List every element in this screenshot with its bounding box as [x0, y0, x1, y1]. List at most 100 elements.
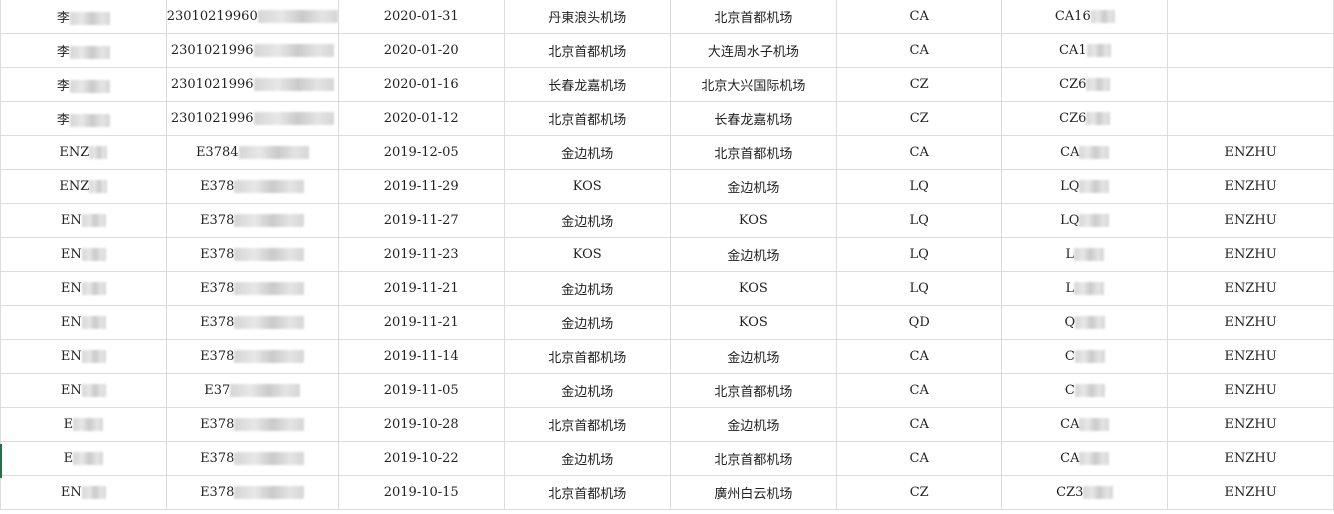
cell-flight-number[interactable]: Q — [1001, 305, 1169, 340]
cell-flight-number[interactable]: CA16 — [1001, 0, 1169, 34]
cell-arrival[interactable]: 长春龙嘉机场 — [669, 101, 838, 136]
cell-date[interactable]: 2019-11-29 — [337, 169, 505, 204]
cell-english-name[interactable]: ENZHU — [1167, 407, 1334, 442]
cell-id-number[interactable]: E378 — [165, 271, 339, 306]
cell-date[interactable]: 2020-01-20 — [337, 33, 505, 68]
cell-flight-number[interactable]: CA — [1001, 135, 1169, 170]
cell-id-number[interactable]: 23010219960 — [165, 0, 339, 34]
cell-id-number[interactable]: E378 — [165, 407, 339, 442]
cell-departure[interactable]: 丹東浪头机场 — [503, 0, 671, 34]
cell-date[interactable]: 2019-11-27 — [337, 203, 505, 238]
cell-english-name[interactable]: ENZHU — [1167, 475, 1334, 510]
cell-id-number[interactable]: E378 — [165, 203, 339, 238]
cell-departure[interactable]: 北京首都机场 — [503, 339, 671, 374]
cell-id-number[interactable]: E37 — [165, 373, 339, 408]
cell-departure[interactable]: 金边机场 — [503, 203, 671, 238]
cell-id-number[interactable]: E378 — [165, 475, 339, 510]
cell-flight-number[interactable]: L — [1001, 271, 1169, 306]
cell-airline[interactable]: QD — [836, 305, 1003, 340]
cell-english-name[interactable] — [1167, 33, 1334, 68]
cell-departure[interactable]: 北京首都机场 — [503, 475, 671, 510]
cell-airline[interactable]: CA — [836, 33, 1003, 68]
cell-name[interactable]: 李 — [0, 0, 167, 34]
cell-airline[interactable]: CA — [836, 373, 1003, 408]
cell-flight-number[interactable]: LQ — [1001, 203, 1169, 238]
cell-arrival[interactable]: KOS — [669, 271, 838, 306]
cell-id-number[interactable]: E378 — [165, 305, 339, 340]
cell-departure[interactable]: 金边机场 — [503, 135, 671, 170]
cell-english-name[interactable]: ENZHU — [1167, 237, 1334, 272]
cell-departure[interactable]: KOS — [503, 169, 671, 204]
cell-airline[interactable]: LQ — [836, 169, 1003, 204]
cell-arrival[interactable]: 金边机场 — [669, 407, 838, 442]
cell-date[interactable]: 2019-10-28 — [337, 407, 505, 442]
cell-date[interactable]: 2020-01-12 — [337, 101, 505, 136]
cell-departure[interactable]: 金边机场 — [503, 373, 671, 408]
cell-english-name[interactable]: ENZHU — [1167, 203, 1334, 238]
cell-english-name[interactable]: ENZHU — [1167, 271, 1334, 306]
cell-flight-number[interactable]: CA1 — [1001, 33, 1169, 68]
cell-departure[interactable]: 北京首都机场 — [503, 101, 671, 136]
cell-name[interactable]: EN — [0, 339, 167, 374]
cell-english-name[interactable] — [1167, 101, 1334, 136]
cell-id-number[interactable]: 2301021996 — [165, 67, 339, 102]
cell-name[interactable]: EN — [0, 203, 167, 238]
cell-name[interactable]: 李 — [0, 67, 167, 102]
cell-date[interactable]: 2019-11-21 — [337, 271, 505, 306]
cell-airline[interactable]: CA — [836, 339, 1003, 374]
cell-date[interactable]: 2019-11-05 — [337, 373, 505, 408]
cell-id-number[interactable]: E378 — [165, 237, 339, 272]
cell-airline[interactable]: LQ — [836, 203, 1003, 238]
cell-name[interactable]: 李 — [0, 33, 167, 68]
cell-date[interactable]: 2020-01-16 — [337, 67, 505, 102]
cell-flight-number[interactable]: CA — [1001, 441, 1169, 476]
cell-name[interactable]: EN — [0, 237, 167, 272]
cell-airline[interactable]: LQ — [836, 237, 1003, 272]
cell-arrival[interactable]: 北京首都机场 — [669, 0, 838, 34]
cell-arrival[interactable]: KOS — [669, 203, 838, 238]
cell-arrival[interactable]: 金边机场 — [669, 169, 838, 204]
cell-name[interactable]: EN — [0, 373, 167, 408]
cell-id-number[interactable]: E378 — [165, 169, 339, 204]
cell-id-number[interactable]: 2301021996 — [165, 33, 339, 68]
cell-arrival[interactable]: 金边机场 — [669, 339, 838, 374]
cell-flight-number[interactable]: CZ3 — [1001, 475, 1169, 510]
cell-date[interactable]: 2020-01-31 — [337, 0, 505, 34]
cell-arrival[interactable]: 廣州白云机场 — [669, 475, 838, 510]
cell-arrival[interactable]: 大连周水子机场 — [669, 33, 838, 68]
cell-english-name[interactable]: ENZHU — [1167, 135, 1334, 170]
cell-flight-number[interactable]: L — [1001, 237, 1169, 272]
cell-english-name[interactable] — [1167, 67, 1334, 102]
cell-arrival[interactable]: 金边机场 — [669, 237, 838, 272]
cell-departure[interactable]: 金边机场 — [503, 305, 671, 340]
cell-departure[interactable]: 北京首都机场 — [503, 407, 671, 442]
cell-date[interactable]: 2019-11-14 — [337, 339, 505, 374]
cell-name[interactable]: ENZ — [0, 169, 167, 204]
cell-id-number[interactable]: E3784 — [165, 135, 339, 170]
cell-airline[interactable]: CZ — [836, 475, 1003, 510]
cell-airline[interactable]: CA — [836, 407, 1003, 442]
cell-airline[interactable]: CA — [836, 135, 1003, 170]
cell-english-name[interactable]: ENZHU — [1167, 339, 1334, 374]
cell-date[interactable]: 2019-12-05 — [337, 135, 505, 170]
cell-date[interactable]: 2019-11-23 — [337, 237, 505, 272]
cell-airline[interactable]: LQ — [836, 271, 1003, 306]
cell-flight-number[interactable]: LQ — [1001, 169, 1169, 204]
cell-arrival[interactable]: 北京首都机场 — [669, 373, 838, 408]
cell-arrival[interactable]: 北京首都机场 — [669, 441, 838, 476]
cell-arrival[interactable]: 北京大兴国际机场 — [669, 67, 838, 102]
cell-flight-number[interactable]: C — [1001, 373, 1169, 408]
cell-name[interactable]: 李 — [0, 101, 167, 136]
cell-departure[interactable]: KOS — [503, 237, 671, 272]
cell-name[interactable]: E — [0, 407, 167, 442]
cell-name[interactable]: ENZ — [0, 135, 167, 170]
cell-english-name[interactable] — [1167, 0, 1334, 34]
cell-english-name[interactable]: ENZHU — [1167, 373, 1334, 408]
cell-departure[interactable]: 北京首都机场 — [503, 33, 671, 68]
cell-id-number[interactable]: E378 — [165, 339, 339, 374]
cell-english-name[interactable]: ENZHU — [1167, 441, 1334, 476]
cell-name[interactable]: EN — [0, 305, 167, 340]
cell-airline[interactable]: CZ — [836, 67, 1003, 102]
cell-flight-number[interactable]: CA — [1001, 407, 1169, 442]
cell-departure[interactable]: 金边机场 — [503, 271, 671, 306]
